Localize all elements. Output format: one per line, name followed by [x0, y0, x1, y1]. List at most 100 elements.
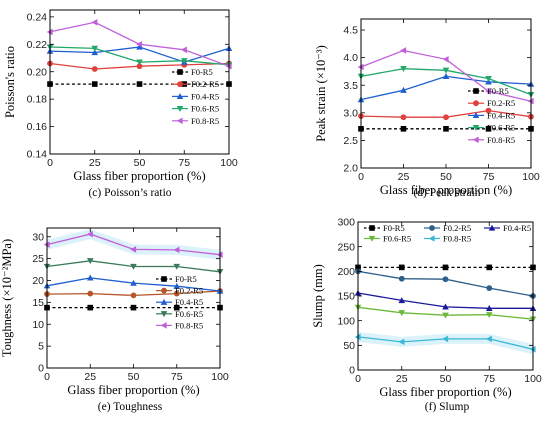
data-point — [173, 304, 180, 311]
data-point — [87, 290, 94, 297]
legend-marker — [369, 225, 375, 231]
legend-label: F0.2-R5 — [487, 98, 515, 108]
data-point — [442, 73, 450, 80]
x-tick-label: 0 — [44, 371, 50, 383]
data-point — [173, 290, 180, 297]
legend-marker — [160, 322, 167, 329]
data-point — [398, 310, 406, 317]
data-point — [485, 75, 492, 82]
legend-marker — [177, 69, 183, 75]
data-point — [87, 304, 94, 311]
legend-marker — [177, 81, 183, 88]
x-axis-label: Glass fiber proportion (%) — [73, 169, 205, 183]
series-line-1 — [357, 270, 534, 297]
data-point — [442, 264, 449, 271]
legend-label: F0-R5 — [175, 274, 197, 284]
legend-label: F0.8-R5 — [443, 234, 471, 244]
data-point — [442, 335, 449, 343]
x-tick-label: 100 — [220, 157, 238, 169]
panel-caption: (d) Peak strain — [413, 187, 480, 199]
legend-label: F0.6-R5 — [487, 123, 515, 133]
data-point — [136, 63, 143, 70]
data-point — [442, 55, 449, 63]
y-tick-label: 0 — [38, 363, 44, 375]
y-tick-label: 2.0 — [343, 163, 358, 175]
legend-marker — [429, 225, 435, 231]
data-point — [173, 246, 180, 254]
y-tick-label: 2.5 — [343, 135, 358, 147]
data-point — [442, 303, 449, 310]
x-tick-label: 100 — [522, 171, 540, 183]
data-point — [91, 66, 98, 72]
y-tick-label: 0 — [349, 365, 355, 377]
y-tick-label: 0.16 — [27, 121, 48, 133]
chart-panel-2: 0 25 50 75 100 0 5 10 15 20 25 30 Glass fiber propor… — [0, 227, 229, 413]
data-point — [400, 86, 407, 93]
x-tick-label: 75 — [171, 371, 183, 383]
legend-label: F0-R5 — [191, 67, 213, 77]
y-tick-label: 0.24 — [27, 11, 48, 23]
legend-marker — [160, 311, 168, 318]
legend-label: F0.8-R5 — [175, 320, 203, 330]
legend-label: F0.6-R5 — [175, 309, 203, 319]
data-point — [400, 47, 407, 54]
data-point — [91, 45, 99, 52]
y-tick-label: 0.22 — [27, 39, 48, 51]
legend-marker — [488, 224, 496, 231]
x-tick-label: 25 — [84, 371, 96, 383]
legend-marker — [368, 235, 376, 242]
legend-marker — [472, 112, 480, 119]
legend-label: F0.4-R5 — [503, 223, 531, 233]
legend-marker — [176, 117, 183, 125]
y-tick-label: 25 — [32, 253, 44, 265]
data-point — [173, 263, 181, 270]
chart-panel-3: 0 25 50 75 100 0 50 100 150 200 250 300 Glass fiber … — [311, 217, 542, 413]
data-point — [485, 126, 492, 132]
x-tick-label: 100 — [524, 373, 542, 385]
legend-marker — [176, 93, 184, 100]
y-tick-label: 200 — [337, 266, 355, 278]
error-band — [47, 229, 220, 260]
x-tick-label: 75 — [178, 157, 190, 169]
data-point — [130, 246, 137, 253]
legend-marker — [160, 298, 168, 305]
x-tick-label: 50 — [440, 373, 452, 385]
legend-label: F0.4-R5 — [191, 91, 219, 101]
legend-label: F0-R5 — [487, 86, 509, 96]
data-point — [136, 59, 143, 66]
data-point — [486, 264, 493, 271]
data-point — [400, 126, 407, 132]
data-point — [130, 304, 137, 311]
data-point — [180, 46, 187, 54]
x-tick-label: 0 — [355, 373, 361, 385]
legend-marker — [176, 105, 184, 112]
y-tick-label: 250 — [337, 241, 355, 253]
legend-marker — [161, 276, 167, 282]
data-point — [91, 81, 98, 87]
x-tick-label: 100 — [211, 371, 229, 383]
x-axis-label: Glass fiber proportion (%) — [379, 385, 511, 399]
legend-marker — [473, 100, 479, 107]
data-point — [485, 335, 492, 343]
y-tick-label: 300 — [337, 217, 355, 229]
legend-label: F0.6-R5 — [383, 234, 411, 244]
legend-label: F0.2-R5 — [443, 223, 471, 233]
data-point — [173, 282, 181, 289]
legend-marker — [161, 287, 167, 294]
chart-panel-1: 0 25 50 75 100 2.0 2.5 3.0 3.5 4.0 4.5 Glass fiber … — [314, 18, 540, 199]
y-tick-label: 100 — [337, 315, 355, 327]
y-tick-label: 30 — [32, 231, 44, 243]
legend-label: F0.6-R5 — [191, 104, 219, 114]
data-point — [398, 297, 406, 304]
y-tick-label: 4.5 — [343, 25, 358, 37]
y-tick-label: 150 — [337, 291, 355, 303]
data-point — [130, 263, 137, 270]
data-point — [442, 67, 450, 74]
data-point — [486, 285, 493, 292]
legend-label: F0.4-R5 — [487, 110, 515, 120]
legend-marker — [472, 124, 480, 131]
chart-panel-0: 0 25 50 75 100 0.14 0.16 0.18 0.20 0.22 0.24 Glass … — [3, 9, 238, 199]
